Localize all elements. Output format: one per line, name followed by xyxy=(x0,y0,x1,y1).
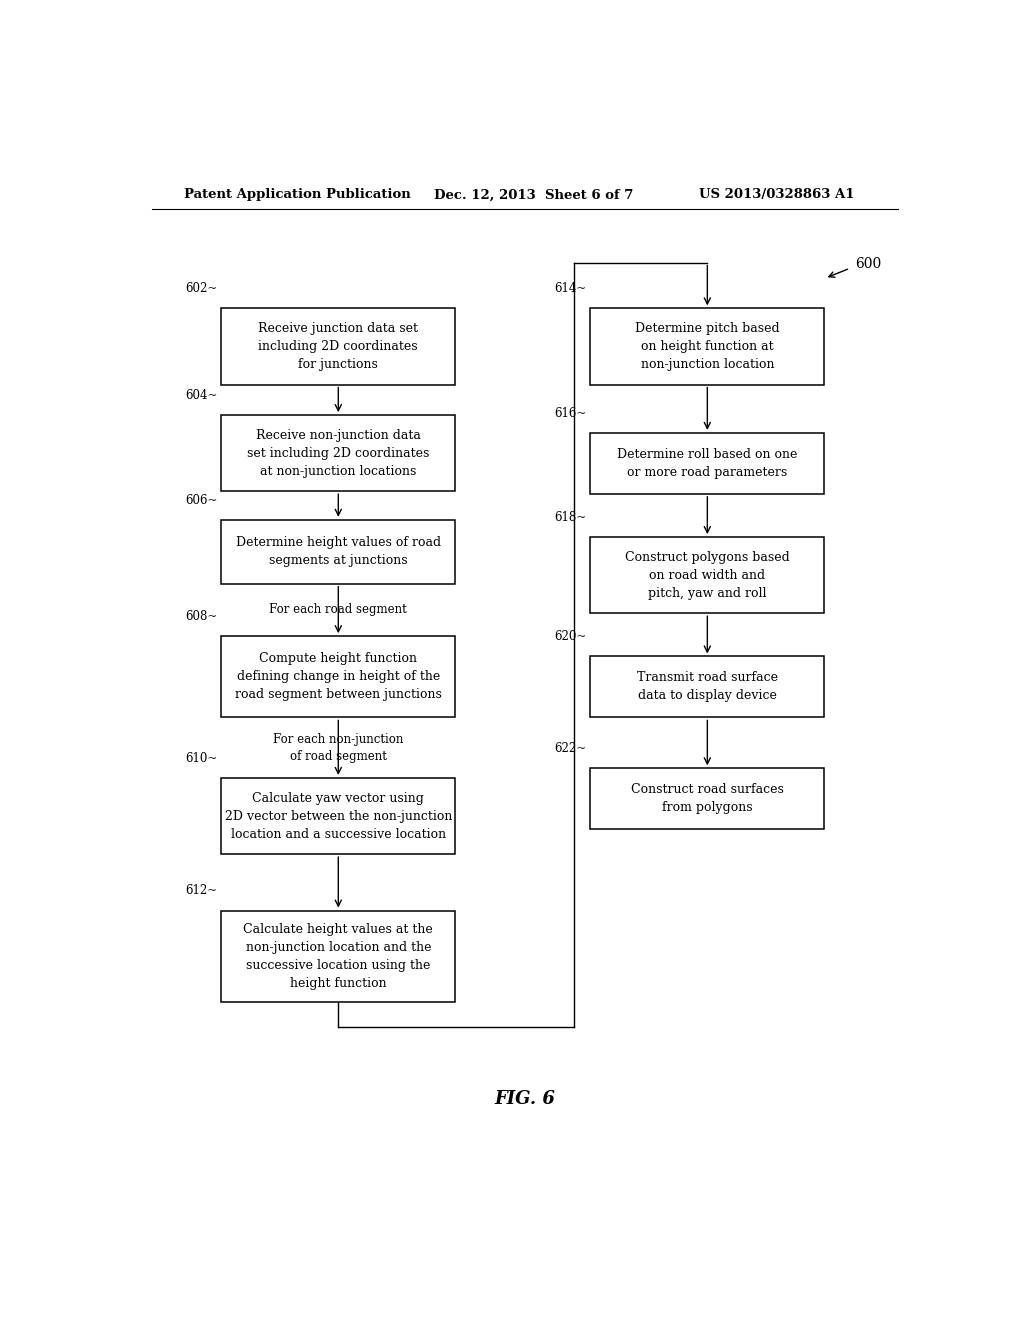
Text: Calculate height values at the
non-junction location and the
successive location: Calculate height values at the non-junct… xyxy=(244,923,433,990)
Bar xyxy=(590,433,824,494)
Bar xyxy=(221,309,456,384)
Text: For each road segment: For each road segment xyxy=(269,603,408,616)
Text: 606~: 606~ xyxy=(185,494,217,507)
Text: Calculate yaw vector using
2D vector between the non-junction
location and a suc: Calculate yaw vector using 2D vector bet… xyxy=(224,792,452,841)
Bar xyxy=(590,537,824,614)
Text: Receive non-junction data
set including 2D coordinates
at non-junction locations: Receive non-junction data set including … xyxy=(247,429,429,478)
Text: FIG. 6: FIG. 6 xyxy=(495,1089,555,1107)
Bar xyxy=(590,309,824,384)
Text: 610~: 610~ xyxy=(185,751,217,764)
Text: 622~: 622~ xyxy=(554,742,587,755)
Text: Determine roll based on one
or more road parameters: Determine roll based on one or more road… xyxy=(617,447,798,479)
Text: 602~: 602~ xyxy=(185,282,217,296)
Text: 600: 600 xyxy=(855,257,882,271)
Bar xyxy=(221,414,456,491)
Text: Construct polygons based
on road width and
pitch, yaw and roll: Construct polygons based on road width a… xyxy=(625,550,790,599)
Bar xyxy=(221,777,456,854)
Text: 616~: 616~ xyxy=(554,407,587,420)
Text: Transmit road surface
data to display device: Transmit road surface data to display de… xyxy=(637,672,778,702)
Text: Dec. 12, 2013  Sheet 6 of 7: Dec. 12, 2013 Sheet 6 of 7 xyxy=(433,189,633,202)
Text: 620~: 620~ xyxy=(554,630,587,643)
Text: US 2013/0328863 A1: US 2013/0328863 A1 xyxy=(699,189,855,202)
Bar xyxy=(221,636,456,718)
Bar xyxy=(590,656,824,718)
Text: Receive junction data set
including 2D coordinates
for junctions: Receive junction data set including 2D c… xyxy=(258,322,419,371)
Text: Compute height function
defining change in height of the
road segment between ju: Compute height function defining change … xyxy=(234,652,441,701)
Text: Determine pitch based
on height function at
non-junction location: Determine pitch based on height function… xyxy=(635,322,779,371)
Text: 604~: 604~ xyxy=(185,389,217,401)
Bar xyxy=(590,768,824,829)
Text: 614~: 614~ xyxy=(554,282,587,296)
Text: Patent Application Publication: Patent Application Publication xyxy=(183,189,411,202)
Text: Construct road surfaces
from polygons: Construct road surfaces from polygons xyxy=(631,783,783,814)
Bar xyxy=(221,520,456,583)
Text: Determine height values of road
segments at junctions: Determine height values of road segments… xyxy=(236,536,441,568)
Text: 608~: 608~ xyxy=(185,610,217,623)
Text: For each non-junction
of road segment: For each non-junction of road segment xyxy=(273,733,403,763)
Bar xyxy=(221,911,456,1002)
Text: 618~: 618~ xyxy=(554,511,587,524)
Text: 612~: 612~ xyxy=(185,884,217,898)
